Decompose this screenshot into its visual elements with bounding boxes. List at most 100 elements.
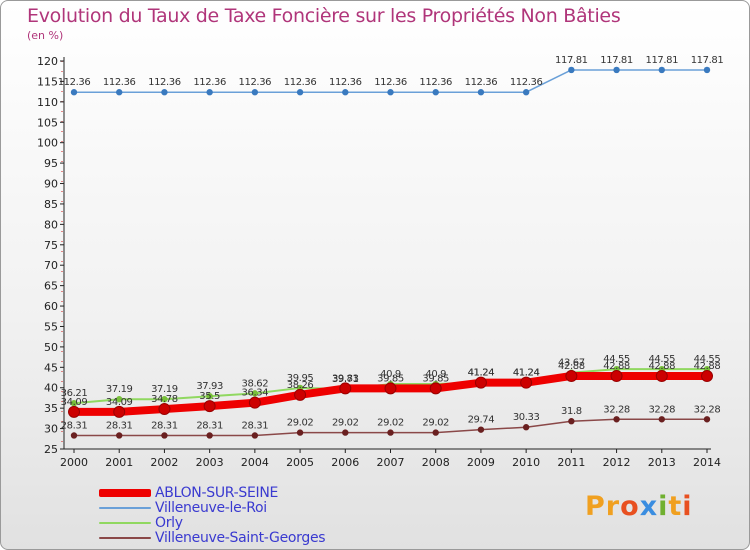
data-label: 32.28: [694, 404, 721, 415]
data-label: 28.31: [151, 420, 178, 431]
x-tick-label: 2001: [105, 456, 133, 469]
x-tick-label: 2012: [603, 456, 631, 469]
data-point: [161, 396, 168, 403]
data-point: [520, 376, 533, 389]
y-tick-label: 80: [44, 218, 58, 231]
data-label: 37.19: [151, 384, 178, 395]
data-point: [701, 369, 713, 382]
x-tick-label: 2011: [557, 456, 585, 469]
data-point: [251, 390, 259, 397]
data-point: [522, 89, 530, 96]
data-label: 42.88: [694, 361, 721, 372]
data-point: [568, 66, 575, 74]
data-point: [251, 89, 259, 96]
legend-label: Villeneuve-le-Roi: [155, 499, 267, 516]
series-villeneuve-le-roi: 112.36 112.36 112.36 112.36 112.36 112.36 112.…: [58, 55, 724, 96]
data-label: 39.95: [287, 373, 314, 384]
data-label: 37.19: [106, 384, 133, 395]
data-label: 112.36: [510, 77, 543, 88]
data-point: [342, 89, 349, 96]
data-point: [116, 432, 123, 439]
x-tick-label: 2003: [196, 456, 224, 469]
logo-letter: i: [682, 491, 693, 522]
series-villeneuve-saint-georges: 28.31 28.31 28.31 28.31 28.31 29.02 29.02 29.02…: [61, 404, 721, 439]
x-tick-label: 2007: [377, 456, 405, 469]
y-tick-label: 75: [44, 239, 58, 252]
data-label: 42.88: [603, 361, 630, 372]
data-point: [655, 369, 668, 382]
y-tick-label: 60: [44, 300, 58, 313]
legend-swatch: [99, 506, 151, 509]
data-point: [658, 416, 665, 423]
logo-letter: x: [639, 491, 659, 522]
data-label: 28.31: [196, 420, 223, 431]
y-tick-label: 40: [44, 382, 58, 395]
y-tick-label: 50: [44, 341, 58, 354]
data-label: 34.09: [61, 397, 88, 408]
data-point: [161, 432, 168, 439]
y-tick-label: 120: [37, 55, 58, 68]
data-label: 117.81: [600, 55, 633, 66]
data-point: [613, 416, 620, 423]
data-label: 39.85: [377, 373, 404, 384]
data-point: [296, 429, 304, 436]
x-tick-label: 2000: [60, 456, 88, 469]
data-label: 117.81: [645, 55, 678, 66]
data-point: [610, 369, 623, 382]
y-tick-label: 110: [37, 96, 58, 109]
data-point: [294, 388, 307, 401]
y-tick-label: 55: [44, 320, 58, 333]
data-point: [116, 396, 123, 403]
data-label: 117.81: [691, 55, 724, 66]
data-label: 112.36: [58, 77, 91, 88]
data-point: [113, 405, 126, 418]
data-label: 29.02: [377, 418, 404, 429]
data-label: 112.36: [465, 77, 498, 88]
data-label: 36.34: [242, 388, 269, 399]
data-point: [342, 429, 349, 436]
data-label: 44.55: [694, 354, 721, 365]
data-label: 32.28: [603, 404, 630, 415]
data-label: 29.74: [468, 415, 495, 426]
data-label: 43.67: [558, 358, 585, 369]
y-tick-label: 65: [44, 280, 58, 293]
legend-label: ABLON-SUR-SEINE: [155, 484, 279, 501]
data-point: [70, 89, 78, 96]
y-axis-unit-label: (en %): [27, 29, 64, 42]
data-point: [206, 392, 213, 400]
data-label: 112.36: [374, 77, 407, 88]
data-point: [568, 418, 575, 425]
y-tick-label: 70: [44, 259, 58, 272]
data-point: [116, 89, 123, 96]
chart-title: Evolution du Taux de Taxe Foncière sur l…: [27, 5, 621, 27]
data-label: 40.9: [380, 369, 401, 380]
x-tick-label: 2005: [286, 456, 314, 469]
series-ablon-sur-seine: 34.09 34.09 34.78 35.5 36.34 38.26 39.83 39.85 3…: [61, 361, 721, 418]
data-point: [432, 429, 439, 436]
data-label: 40.9: [425, 369, 446, 380]
data-point: [206, 89, 213, 96]
data-label: 112.36: [193, 77, 226, 88]
data-label: 31.8: [561, 406, 582, 417]
data-point: [522, 424, 530, 431]
data-point: [474, 376, 487, 389]
data-point: [565, 369, 578, 382]
logo-letter: P: [585, 491, 606, 522]
data-label: 41.24: [513, 368, 540, 379]
data-label: 112.36: [284, 77, 317, 88]
data-point: [432, 89, 439, 96]
x-tick-label: 2008: [422, 456, 450, 469]
data-point: [477, 426, 485, 433]
data-label: 112.36: [419, 77, 452, 88]
data-label: 36.21: [61, 388, 88, 399]
data-label: 44.55: [648, 354, 675, 365]
data-point: [248, 396, 261, 409]
y-tick-label: 85: [44, 198, 58, 211]
y-tick-label: 90: [44, 178, 58, 191]
data-point: [161, 89, 168, 96]
y-tick-label: 35: [44, 402, 58, 415]
data-label: 29.02: [422, 418, 449, 429]
data-point: [703, 66, 711, 74]
data-label: 28.31: [106, 420, 133, 431]
data-point: [70, 400, 78, 407]
